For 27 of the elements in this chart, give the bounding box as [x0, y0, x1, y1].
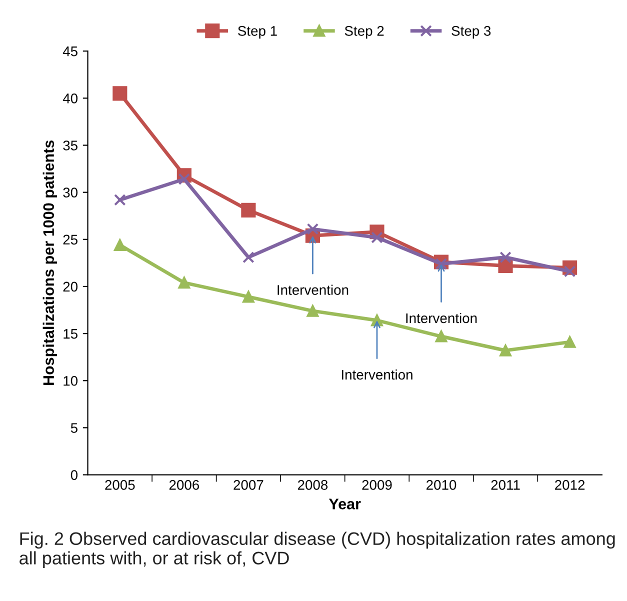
legend-label: Step 2	[344, 26, 384, 39]
x-tick-label: 2012	[555, 480, 585, 490]
legend-label: Step 3	[452, 26, 491, 39]
y-tick-label: 15	[64, 329, 78, 339]
x-axis-title: Year	[328, 498, 361, 510]
caption: Fig. 2 Observed cardiovascular disease (CVD) hospitalization rates among all patients with, or at risk of, CVD	[20, 532, 615, 568]
annotation: Intervention	[406, 312, 477, 324]
x-tick-label: 2011	[491, 480, 520, 490]
y-tick-label: 10	[64, 376, 78, 386]
annotation: Intervention	[342, 369, 412, 380]
x-tick-label: 2010	[426, 480, 456, 490]
y-axis-title: Hospitalizations per 1000 patients	[42, 140, 58, 386]
x-tick-label: 2006	[169, 480, 200, 490]
x-tick-label: 2009	[362, 480, 392, 490]
annotation: Intervention	[278, 284, 348, 295]
y-tick-label: 20	[63, 282, 78, 292]
y-tick-label: 40	[62, 94, 78, 104]
y-tick-label: 0	[70, 470, 78, 480]
x-tick-label: 2008	[298, 480, 328, 490]
x-tick-label: 2005	[105, 480, 135, 490]
y-tick-label: 45	[62, 46, 78, 56]
x-tick-label: 2007	[234, 480, 264, 490]
y-tick-label: 30	[63, 188, 78, 198]
y-tick-label: 35	[63, 140, 78, 150]
legend-label: Step 1	[238, 26, 277, 39]
y-tick-label: 25	[63, 234, 78, 245]
y-tick-label: 5	[70, 423, 78, 433]
